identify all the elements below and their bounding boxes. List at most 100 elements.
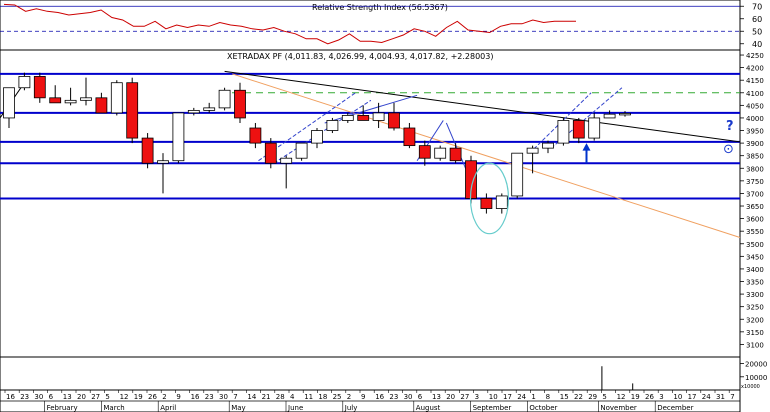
volume-frame [0, 356, 741, 391]
price-tick-label: 3950 [746, 128, 764, 136]
candle-body [3, 87, 15, 119]
day-label: 10 [489, 393, 498, 401]
day-label: 30 [219, 393, 228, 401]
cycle-marker: ⊙ [723, 142, 734, 157]
day-label: 19 [631, 393, 640, 401]
day-label: 20 [446, 393, 455, 401]
volume-unit-label: x10000 [741, 384, 760, 390]
day-label: 18 [318, 393, 327, 401]
candle-body [218, 89, 231, 109]
price-tick-label: 4000 [746, 115, 764, 123]
candle-body [203, 107, 216, 111]
day-label: 19 [134, 393, 143, 401]
price-tick-label: 4200 [746, 65, 764, 73]
candle-body [18, 76, 31, 89]
day-label: 24 [517, 393, 526, 401]
candle-body [572, 120, 585, 139]
rsi-tick-label: 60 [752, 15, 762, 24]
candle-body [357, 115, 370, 121]
price-tick-label: 3850 [746, 153, 764, 161]
day-label: 4 [290, 393, 295, 401]
day-label: 15 [560, 393, 569, 401]
month-label: June [287, 404, 303, 412]
day-label: 23 [389, 393, 398, 401]
day-label: 16 [6, 393, 15, 401]
volume-tick-label: 20000 [745, 361, 767, 369]
candle-body [480, 198, 493, 209]
day-label: 20 [77, 393, 86, 401]
price-tick-label: 4150 [746, 77, 764, 85]
price-tick-label: 3200 [746, 316, 764, 324]
candle-body [49, 97, 62, 104]
price-tick-label: 3700 [746, 190, 764, 198]
candle-body [295, 142, 308, 159]
price-tick-label: 3800 [746, 165, 764, 173]
day-label: 5 [105, 393, 109, 401]
day-label: 6 [418, 393, 423, 401]
month-label: October [529, 404, 557, 412]
day-label: 17 [688, 393, 697, 401]
candle-body [264, 142, 277, 164]
day-label: 17 [503, 393, 512, 401]
day-label: 9 [361, 393, 365, 401]
day-label: 28 [276, 393, 285, 401]
price-tick-label: 3650 [746, 203, 764, 211]
day-label: 27 [91, 393, 100, 401]
day-label: 22 [574, 393, 583, 401]
month-label: December [657, 404, 693, 412]
day-label: 29 [588, 393, 597, 401]
candle-body [249, 127, 262, 144]
price-tick-label: 3900 [746, 140, 764, 148]
day-label: 16 [191, 393, 200, 401]
candle-body [280, 157, 293, 164]
day-label: 3 [659, 393, 663, 401]
candle-body [187, 109, 200, 114]
highlight-ellipse [469, 162, 510, 235]
black-trendline [224, 70, 741, 143]
day-label: 23 [205, 393, 214, 401]
candle-body [542, 142, 554, 149]
price-panel: XETRADAX PF (4,011.83, 4,026.99, 4,004.9… [0, 49, 764, 358]
month-label: May [231, 404, 245, 412]
price-tick-label: 3750 [746, 178, 764, 186]
candle-body [619, 113, 631, 116]
rsi-line [3, 3, 576, 45]
month-label: February [47, 404, 78, 412]
month-label: March [103, 404, 124, 412]
price-tick-label: 3600 [746, 216, 764, 224]
month-label: April [160, 404, 176, 412]
day-label: 21 [262, 393, 271, 401]
candle-body [418, 145, 431, 159]
day-label: 24 [702, 393, 711, 401]
volume-panel: 20000 10000 x10000 [0, 356, 767, 391]
price-title: XETRADAX PF (4,011.83, 4,026.99, 4,004.9… [227, 52, 493, 61]
candle-body [80, 97, 92, 101]
price-tick-label: 4250 [746, 52, 764, 60]
candle-body [388, 112, 400, 129]
day-label: 2 [347, 393, 351, 401]
candle-body [495, 195, 508, 209]
x-axis: 16 23 30 6 13 20 27 5 12 19 26 2 9 16 23 30 7 14 21 28 4 11 18… [0, 389, 741, 412]
day-label: 23 [20, 393, 29, 401]
candle-body [372, 112, 385, 121]
day-label: 14 [247, 393, 256, 401]
rsi-tick-label: 70 [752, 2, 762, 11]
price-tick-label: 3250 [746, 304, 764, 312]
candle-body [511, 152, 524, 197]
candle-body [157, 160, 169, 164]
day-label: 25 [333, 393, 342, 401]
price-tick-label: 3150 [746, 329, 764, 337]
rsi-tick-label: 50 [752, 27, 762, 36]
volume-tick-label: 10000 [745, 374, 767, 382]
candle-body [326, 120, 339, 131]
day-label: 2 [162, 393, 166, 401]
orange-trendline [232, 73, 741, 238]
candle-body [311, 130, 323, 144]
day-label: 26 [148, 393, 157, 401]
month-label: August [416, 404, 441, 412]
price-tick-label: 3450 [746, 253, 764, 261]
price-tick-label: 3550 [746, 228, 764, 236]
candle-body [172, 112, 185, 162]
day-label: 3 [475, 393, 479, 401]
price-tick-label: 3350 [746, 279, 764, 287]
